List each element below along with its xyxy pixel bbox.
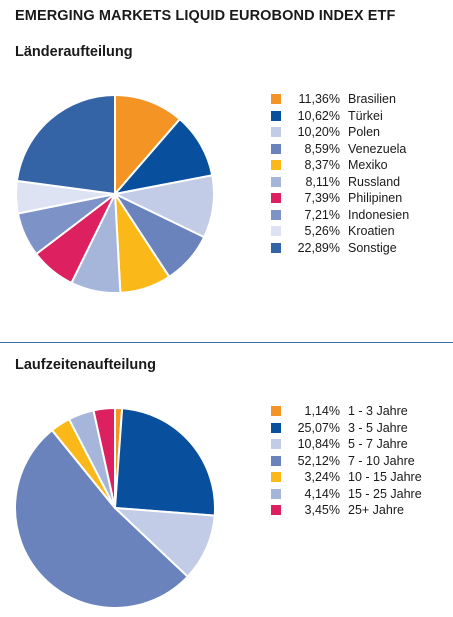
legend-item: 25,07% 3 - 5 Jahre — [271, 420, 422, 437]
legend-swatch — [271, 160, 281, 171]
legend-swatch — [271, 242, 281, 253]
legend-value: 11,36% — [298, 92, 340, 106]
legend-label: 15 - 25 Jahre — [348, 486, 422, 501]
legend-label: 10 - 15 Jahre — [348, 470, 422, 484]
legend-swatch — [271, 455, 281, 466]
legend-country: 11,36% Brasilien 10,62% Türkei 10,20% Polen 8,… — [271, 91, 409, 256]
legend-item: 8,37% Mexiko — [271, 157, 409, 174]
legend-item: 1,14% 1 - 3 Jahre — [271, 403, 422, 420]
legend-value: 10,20% — [297, 125, 340, 139]
legend-value: 7,39% — [304, 191, 340, 205]
legend-item: 4,14% 15 - 25 Jahre — [271, 486, 422, 503]
legend-value: 5,26% — [304, 224, 340, 238]
legend-value: 3,45% — [304, 503, 340, 517]
legend-swatch — [271, 176, 281, 187]
legend-value: 8,59% — [304, 141, 340, 156]
legend-label: Venezuela — [348, 141, 407, 156]
legend-maturity: 1,14% 1 - 3 Jahre 25,07% 3 - 5 Jahre 10,84% 5… — [271, 403, 422, 519]
legend-swatch — [271, 505, 281, 516]
legend-swatch — [271, 193, 281, 204]
legend-value: 8,37% — [304, 158, 340, 172]
pie-chart-maturity — [14, 407, 216, 609]
pie-slice-1-6 — [92, 407, 116, 509]
legend-item: 7,21% Indonesien — [271, 207, 409, 224]
legend-item: 10,84% 5 - 7 Jahre — [271, 436, 422, 453]
legend-item: 22,89% Sonstige — [271, 240, 409, 257]
legend-swatch — [271, 406, 281, 417]
legend-label: 1 - 3 Jahre — [348, 404, 408, 418]
legend-label: Kroatien — [348, 224, 395, 238]
legend-swatch — [271, 488, 281, 499]
legend-value: 52,12% — [297, 453, 340, 468]
legend-item: 7,39% Philipinen — [271, 190, 409, 207]
legend-label: Indonesien — [348, 207, 410, 222]
section-divider — [0, 342, 453, 343]
legend-label: 7 - 10 Jahre — [348, 453, 415, 468]
legend-label: 3 - 5 Jahre — [348, 420, 408, 435]
legend-item: 5,26% Kroatien — [271, 223, 409, 240]
legend-label: Russland — [348, 174, 401, 189]
legend-swatch — [271, 422, 281, 433]
pie-slice-1-2 — [114, 507, 216, 578]
legend-value: 3,24% — [304, 470, 340, 484]
pie-slice-1-3 — [14, 429, 189, 609]
chart-title-country: Länderaufteilung — [15, 44, 133, 60]
legend-value: 10,62% — [297, 108, 340, 123]
pie-slice-0-0 — [114, 94, 181, 195]
legend-item: 11,36% Brasilien — [271, 91, 409, 108]
legend-label: Mexiko — [348, 158, 388, 172]
legend-item: 10,62% Türkei — [271, 108, 409, 125]
legend-label: Philipinen — [348, 191, 403, 205]
legend-label: 5 - 7 Jahre — [348, 437, 408, 451]
legend-label: Türkei — [348, 108, 383, 123]
legend-item: 3,45% 25+ Jahre — [271, 502, 422, 519]
legend-swatch — [271, 472, 281, 483]
legend-value: 10,84% — [297, 437, 340, 451]
legend-item: 8,59% Venezuela — [271, 141, 409, 158]
legend-swatch — [271, 439, 281, 450]
legend-label: Brasilien — [348, 92, 396, 106]
legend-value: 1,14% — [304, 404, 340, 418]
pie-slice-0-9 — [15, 94, 116, 195]
page-title: EMERGING MARKETS LIQUID EUROBOND INDEX E… — [15, 8, 396, 24]
legend-item: 8,11% Russland — [271, 174, 409, 191]
legend-value: 25,07% — [297, 420, 340, 435]
legend-value: 7,21% — [304, 207, 340, 222]
legend-item: 52,12% 7 - 10 Jahre — [271, 453, 422, 470]
chart-title-maturity: Laufzeitenaufteilung — [15, 357, 156, 373]
legend-swatch — [271, 127, 281, 138]
legend-label: Sonstige — [348, 240, 397, 255]
legend-swatch — [271, 110, 281, 121]
legend-swatch — [271, 226, 281, 237]
legend-item: 10,20% Polen — [271, 124, 409, 141]
legend-value: 22,89% — [297, 240, 340, 255]
pie-slice-1-1 — [114, 407, 216, 517]
legend-swatch — [271, 209, 281, 220]
legend-item: 3,24% 10 - 15 Jahre — [271, 469, 422, 486]
legend-label: Polen — [348, 125, 380, 139]
legend-swatch — [271, 94, 281, 105]
legend-label: 25+ Jahre — [348, 503, 404, 517]
pie-chart-country — [15, 94, 215, 294]
legend-value: 4,14% — [304, 486, 340, 501]
legend-value: 8,11% — [305, 174, 340, 189]
legend-swatch — [271, 143, 281, 154]
